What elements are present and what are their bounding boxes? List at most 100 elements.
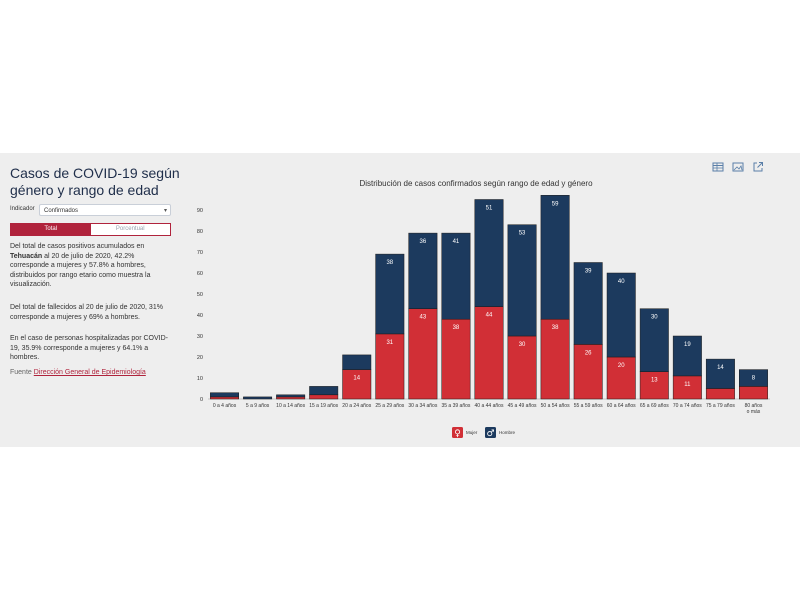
bar-hombre[interactable] (210, 392, 239, 398)
bar-hombre[interactable] (309, 386, 339, 396)
bar-hombre[interactable] (606, 272, 636, 358)
x-tick-label: 5 a 9 años (246, 403, 270, 409)
x-tick-label: 75 a 79 años (706, 403, 735, 409)
bar-hombre[interactable] (705, 358, 735, 389)
chevron-down-icon: ▾ (163, 208, 167, 214)
indicator-select[interactable]: Confirmados ▾ (39, 204, 171, 216)
y-tick-label: 0 (200, 397, 203, 403)
table-icon[interactable] (712, 161, 724, 173)
bar-hombre[interactable] (739, 369, 768, 387)
indicator-value: Confirmados (44, 208, 79, 214)
x-tick-label: 15 a 19 años (309, 403, 338, 409)
chart: Distribución de casos confirmados según … (197, 179, 770, 439)
data-label-hombre: 40 (618, 279, 625, 285)
bar-mujer[interactable] (210, 396, 239, 400)
x-tick-label: 30 a 34 años (408, 403, 437, 409)
toggle-total-button[interactable]: Total (11, 224, 91, 235)
chart-title: Distribución de casos confirmados según … (359, 179, 593, 188)
cases-text-pre: Del total de casos positivos acumulados … (10, 243, 145, 250)
y-tick-label: 50 (197, 292, 203, 298)
data-label-mujer: 30 (519, 342, 526, 348)
bar-mujer[interactable] (441, 318, 471, 400)
legend-hombre[interactable]: ♂ Hombre (485, 427, 516, 439)
bar-mujer[interactable] (408, 308, 438, 400)
bar-mujer[interactable] (606, 356, 636, 400)
bar-hombre[interactable] (672, 335, 702, 377)
data-label-mujer: 38 (453, 325, 460, 331)
y-tick-label: 70 (197, 250, 203, 256)
bar-hombre[interactable] (441, 232, 471, 320)
x-tick-label: 25 a 29 años (375, 403, 404, 409)
data-label-mujer: 31 (386, 340, 393, 346)
view-toggle: Total Porcentual (10, 223, 171, 236)
bar-mujer[interactable] (705, 388, 735, 400)
data-label-mujer: 13 (651, 378, 658, 384)
legend-hombre-label: Hombre (499, 430, 516, 435)
data-label-hombre: 51 (486, 206, 493, 212)
data-label-hombre: 38 (386, 260, 393, 266)
legend: ♀ Mujer ♂ Hombre (452, 427, 516, 439)
toggle-percent-button[interactable]: Porcentual (115, 226, 145, 232)
page-title: Casos de COVID-19 según género y rango d… (10, 165, 180, 198)
bar-hombre[interactable] (375, 253, 405, 335)
data-label-hombre: 53 (519, 231, 526, 237)
bar-mujer[interactable] (739, 386, 768, 400)
bar-hombre[interactable] (540, 195, 570, 320)
bar-hombre[interactable] (243, 396, 273, 400)
bar-hombre[interactable] (507, 224, 537, 337)
x-tick-label: 65 a 69 años (640, 403, 669, 409)
bar-hombre[interactable] (639, 308, 669, 372)
bar-mujer[interactable] (573, 344, 603, 400)
data-label-mujer: 20 (618, 363, 625, 369)
bar-mujer[interactable] (474, 306, 504, 400)
cases-text-post: al 20 de julio de 2020, 42.2% correspond… (10, 252, 151, 289)
data-label-hombre: 14 (717, 365, 724, 371)
data-label-hombre: 8 (752, 376, 756, 382)
dashboard-panel: Casos de COVID-19 según género y rango d… (0, 153, 800, 447)
source-line: Fuente Dirección General de Epidemiologí… (10, 369, 146, 376)
bar-hombre[interactable] (342, 354, 372, 370)
data-label-hombre: 30 (651, 315, 658, 321)
bar-hombre[interactable] (474, 199, 504, 307)
cases-paragraph: Del total de casos positivos acumulados … (10, 242, 172, 290)
bar-mujer[interactable] (342, 369, 372, 400)
bar-mujer[interactable] (309, 394, 339, 400)
bar-hombre[interactable] (408, 232, 438, 309)
data-label-mujer: 14 (353, 376, 360, 382)
x-tick-label: 40 a 44 años (475, 403, 504, 409)
x-tick-label: 60 a 64 años (607, 403, 636, 409)
x-tick-label: 45 a 49 años (508, 403, 537, 409)
bars: 14 31 38 43 36 38 41 44 51 30 53 38 59 26 39 20 40 13 30 11… (210, 195, 768, 400)
female-icon: ♀ (454, 429, 461, 439)
image-icon[interactable] (732, 161, 744, 173)
bar-mujer[interactable] (276, 396, 306, 400)
source-link[interactable]: Dirección General de Epidemiología (33, 369, 146, 376)
external-link-icon[interactable] (752, 161, 764, 173)
x-tick-label: 80 años o más (745, 403, 763, 415)
y-tick-label: 20 (197, 355, 203, 361)
x-tick-label: 10 a 14 años (276, 403, 305, 409)
x-tick-label: 55 a 59 años (574, 403, 603, 409)
x-tick-label: 70 a 74 años (673, 403, 702, 409)
deaths-paragraph: Del total de fallecidos al 20 de julio d… (10, 304, 163, 321)
data-label-mujer: 26 (585, 350, 592, 356)
y-tick-label: 80 (197, 229, 203, 235)
legend-mujer[interactable]: ♀ Mujer (452, 427, 478, 439)
bar-mujer[interactable] (639, 371, 669, 400)
data-label-hombre: 19 (684, 342, 691, 348)
x-tick-label: 0 a 4 años (213, 403, 237, 409)
bar-hombre[interactable] (276, 394, 306, 398)
y-tick-label: 10 (197, 376, 203, 382)
bar-hombre[interactable] (573, 262, 603, 345)
x-tick-label: 50 a 54 años (541, 403, 570, 409)
bar-mujer[interactable] (540, 318, 570, 400)
data-label-mujer: 38 (552, 325, 559, 331)
hospitalized-paragraph: En el caso de personas hospitalizadas po… (10, 335, 168, 361)
bar-mujer[interactable] (507, 335, 537, 400)
data-label-mujer: 44 (486, 313, 493, 319)
data-label-hombre: 39 (585, 269, 592, 275)
legend-mujer-swatch (452, 427, 463, 438)
data-label-mujer: 43 (420, 315, 427, 321)
legend-hombre-swatch (485, 427, 496, 438)
data-label-hombre: 41 (453, 239, 460, 245)
